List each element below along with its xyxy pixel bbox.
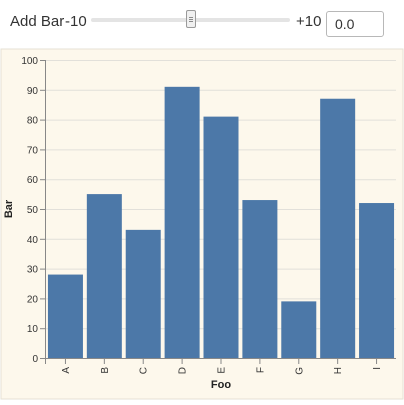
add-bar-label: Add Bar [10, 13, 65, 30]
x-axis-title: Foo [211, 379, 231, 391]
x-tick-label: G [294, 367, 305, 375]
bar [242, 200, 278, 358]
y-tick-label: 0 [32, 354, 38, 365]
y-tick-label: 90 [27, 86, 39, 97]
x-tick-label: E [217, 367, 228, 374]
bar [86, 194, 122, 358]
y-tick-label: 80 [27, 116, 39, 127]
x-tick-label: C [139, 367, 150, 374]
y-tick-label: 30 [27, 265, 39, 276]
y-tick-label: 100 [21, 56, 38, 67]
bar-chart: 0 10 20 30 40 50 60 70 80 90 100 A B C D E F G H I Foo Bar [0, 48, 404, 400]
x-tick-label: H [333, 367, 344, 374]
slider-max-label: +10 [296, 13, 322, 30]
y-tick-label: 40 [27, 235, 39, 246]
x-tick-label: B [100, 367, 111, 374]
bar [359, 203, 395, 358]
value-input[interactable] [326, 11, 384, 37]
bar [164, 86, 200, 358]
x-tick-label: D [178, 367, 189, 374]
y-tick-label: 20 [27, 294, 39, 305]
bar [203, 116, 239, 359]
bar [281, 301, 317, 358]
x-tick-label: I [372, 367, 383, 370]
y-tick-label: 10 [27, 324, 39, 335]
grip-line-icon [188, 19, 193, 20]
grip-line-icon [188, 17, 193, 18]
y-tick-label: 50 [27, 205, 39, 216]
y-axis-title: Bar [3, 199, 15, 218]
x-tick-label: F [255, 367, 266, 373]
grip-line-icon [188, 21, 193, 22]
control-bar: Add Bar -10 +10 [0, 0, 404, 48]
x-tick-label: A [61, 367, 72, 374]
chart-container: 0 10 20 30 40 50 60 70 80 90 100 A B C D E F G H I Foo Bar [0, 48, 404, 400]
bar [47, 274, 83, 358]
y-tick-label: 60 [27, 175, 39, 186]
bar [320, 98, 356, 359]
slider-handle[interactable] [185, 10, 196, 28]
y-tick-label: 70 [27, 145, 39, 156]
bar [125, 229, 161, 358]
slider-min-label: -10 [65, 13, 87, 30]
